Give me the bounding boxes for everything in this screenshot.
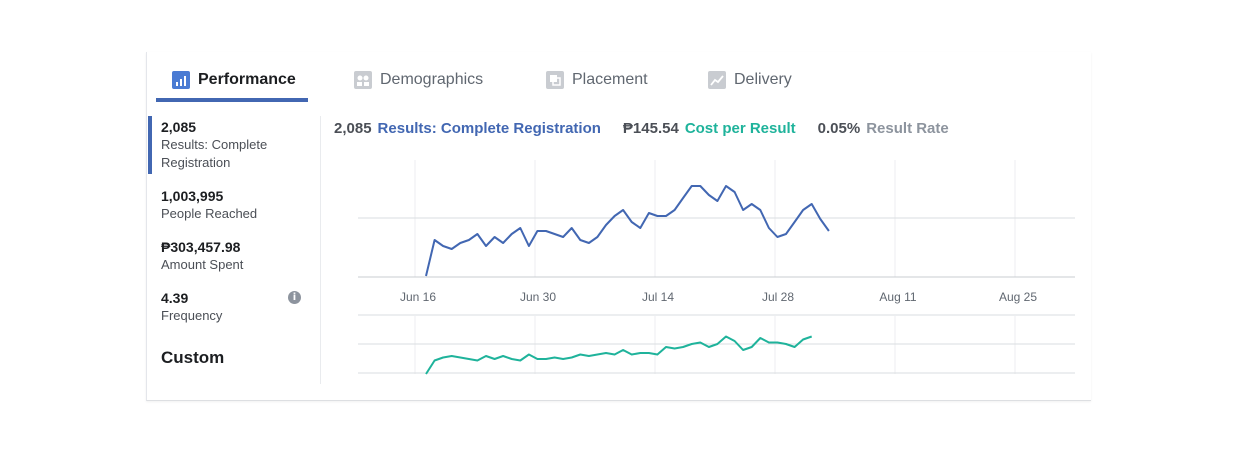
people-icon: [354, 71, 372, 89]
tab-label: Demographics: [380, 71, 484, 88]
insights-panel: [146, 52, 1091, 401]
metric-value: 2,085: [161, 119, 197, 135]
rate-value: 0.05%: [817, 120, 861, 137]
tab-performance[interactable]: Performance: [172, 58, 296, 102]
metric-frequency[interactable]: 4.39 Frequency: [161, 289, 331, 325]
cost-value: ₱145.54: [622, 120, 679, 137]
x-tick-label: Jun 16: [400, 290, 436, 304]
metric-amount-spent[interactable]: ₱303,457.98 Amount Spent: [161, 238, 331, 274]
tab-label: Delivery: [734, 71, 792, 88]
metric-value: ₱303,457.98: [161, 239, 241, 255]
x-tick-label: Aug 25: [999, 290, 1037, 304]
tab-bar: Performance Demographics Placement Deliv…: [156, 58, 856, 104]
delivery-icon: [708, 71, 726, 89]
x-tick-label: Jun 30: [520, 290, 556, 304]
x-tick-label: Aug 11: [879, 290, 916, 304]
metric-value: 4.39: [161, 290, 189, 306]
tab-label: Placement: [572, 71, 648, 88]
info-icon[interactable]: i: [288, 291, 301, 304]
tab-demographics[interactable]: Demographics: [354, 58, 483, 102]
tab-label: Performance: [198, 71, 296, 88]
results-series-line: [425, 185, 830, 277]
metric-label: Frequency: [161, 308, 223, 323]
cost-label: Cost per Result: [684, 120, 796, 137]
x-tick-label: Jul 14: [642, 290, 674, 304]
bar-chart-icon: [172, 71, 190, 89]
active-metric-indicator: [148, 116, 152, 174]
active-tab-indicator: [156, 98, 308, 102]
placement-icon: [546, 71, 564, 89]
results-summary: 2,085 Results: Complete Registration ₱145.…: [334, 120, 955, 137]
custom-metric-link[interactable]: Custom: [161, 348, 225, 367]
tab-delivery[interactable]: Delivery: [708, 58, 792, 102]
metric-people-reached[interactable]: 1,003,995 People Reached: [161, 187, 331, 223]
cost-series-line: [425, 335, 813, 375]
x-tick-label: Jul 28: [762, 290, 794, 304]
results-value: 2,085: [334, 120, 372, 137]
metric-results[interactable]: 2,085 Results: Complete Registration: [161, 118, 291, 172]
rate-label: Result Rate: [866, 120, 949, 137]
metric-label: Amount Spent: [161, 257, 244, 272]
results-label: Results: Complete Registration: [377, 120, 601, 137]
metric-label: People Reached: [161, 206, 258, 221]
divider: [320, 116, 321, 384]
metric-value: 1,003,995: [161, 188, 224, 204]
tab-placement[interactable]: Placement: [546, 58, 648, 102]
metric-label: Results: Complete Registration: [161, 137, 268, 170]
